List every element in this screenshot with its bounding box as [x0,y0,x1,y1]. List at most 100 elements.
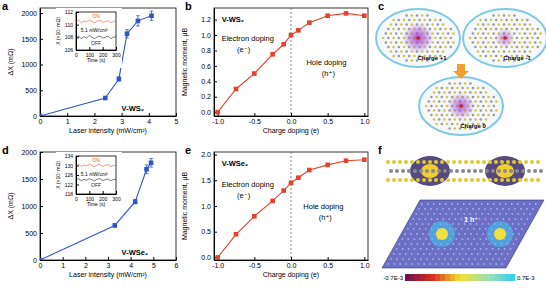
y-axis-title: Magnetic moment, μB [181,172,189,241]
atom [521,46,524,49]
atom [447,263,449,265]
atom [492,59,495,62]
tick-label: 5 [152,262,156,269]
x-axis-line [215,260,369,261]
atom [411,253,413,255]
tick-label: 0 [39,118,43,125]
x-axis-title: Laser intensity (mW/cm²) [69,127,147,135]
tick: 1.0 [360,257,370,269]
atom [451,87,454,90]
y-axis-title: X (×10⁷ mΩ) [55,17,61,45]
atom [434,19,437,22]
atom [474,46,477,49]
dopant [503,36,507,40]
tick-label: 1000 [21,61,37,68]
atom [396,248,398,250]
atom [459,82,462,85]
tick-label: 118 [65,191,73,197]
atom [485,169,489,173]
atom [392,55,395,58]
atom [395,169,399,173]
annotation: Electron doping [222,34,274,43]
atom [498,59,501,62]
atom [434,178,438,182]
atom [485,238,487,240]
tick-mark [40,65,43,66]
tick: 2 [93,113,97,125]
atom [441,105,444,108]
atom [523,203,525,205]
atom [420,248,422,250]
atom [425,105,428,108]
atom [480,100,483,103]
data-point [289,181,294,186]
tick-mark [76,185,79,186]
atom [477,263,479,265]
atom [529,32,532,35]
atom [444,28,447,31]
atom [443,169,447,173]
tick-mark [254,113,255,116]
tick-label: 0.0 [201,109,211,116]
atom [426,14,429,17]
atom [521,37,524,40]
atom [448,91,451,94]
atom [477,114,480,117]
series-label: ON [92,13,100,19]
atom [477,105,480,108]
atom [503,14,506,17]
atom [428,160,432,164]
atom [458,223,460,225]
atom [408,19,411,22]
atom [405,243,407,245]
tick-mark [40,152,43,153]
atom [488,160,492,164]
atom [489,243,491,245]
atom [460,208,462,210]
atom [412,218,414,220]
atom [431,169,435,173]
y-axis: 118122126130134 [65,153,79,197]
atom [443,118,446,121]
atom [478,208,480,210]
tick-label: 0 [39,262,43,269]
colorbar-cell [455,274,460,281]
atom [468,258,470,260]
atom [508,14,511,17]
tick: 2000 [21,149,43,156]
data-line [76,20,116,23]
tick-mark [214,155,217,156]
x-axis-line [41,260,177,261]
atom [524,23,527,26]
cell-outline [419,77,503,135]
atom [516,19,519,22]
series-label: ON [92,157,100,163]
atom [517,203,519,205]
atom [502,208,504,210]
atom [482,23,485,26]
atom [407,238,409,240]
tick: 300 [112,47,121,58]
atom [482,233,484,235]
atom [497,169,501,173]
tick-label: 0.8 [201,47,211,54]
atom [472,87,475,90]
atom [512,223,514,225]
tick-label: 126 [65,172,74,178]
atom [429,243,431,245]
tick: 1.0 [360,113,370,125]
atom [441,263,443,265]
tick-mark [89,47,90,50]
atom [478,218,480,220]
atom [487,50,490,53]
atom [475,203,477,205]
tick: 3 [120,113,124,125]
atom [417,243,419,245]
atom [439,46,442,49]
atom [450,248,452,250]
atom [421,203,423,205]
atom [402,258,404,260]
tick-mark [40,233,43,234]
atom [454,208,456,210]
plot-frame [214,8,368,116]
